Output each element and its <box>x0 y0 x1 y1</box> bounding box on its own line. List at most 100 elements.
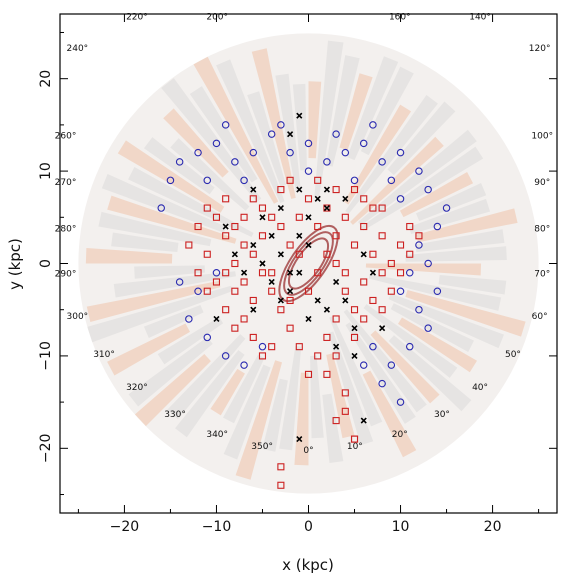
point-circle <box>221 121 230 129</box>
map-wedge <box>161 78 262 202</box>
map-wedge <box>128 167 254 237</box>
point-cross <box>379 325 386 332</box>
point-cross <box>296 232 303 239</box>
point-cross <box>287 131 294 138</box>
x-tick-label: −10 <box>202 519 232 535</box>
point-square <box>387 259 395 268</box>
point-circle <box>387 361 396 369</box>
data-points <box>157 112 451 489</box>
point-circle <box>194 287 202 295</box>
longitude-label: 240° <box>67 44 89 54</box>
point-square <box>341 389 349 397</box>
map-wedge <box>387 101 456 176</box>
map-wedge <box>86 280 221 322</box>
point-cross <box>314 297 321 304</box>
point-square <box>203 250 211 258</box>
map-wedge <box>415 229 505 253</box>
point-square <box>332 352 340 360</box>
point-cross <box>323 204 330 212</box>
point-cross <box>268 278 275 286</box>
map-wedge <box>87 285 233 343</box>
point-circle <box>194 148 202 157</box>
point-square <box>396 241 405 249</box>
y-tick-label: −10 <box>38 341 54 371</box>
point-square <box>277 306 285 314</box>
map-wedge <box>247 91 286 187</box>
map-wedge <box>292 83 307 171</box>
contour-ellipse <box>287 237 330 290</box>
point-square <box>249 333 257 341</box>
point-square <box>350 306 359 314</box>
map-wedge <box>262 378 288 452</box>
longitude-label: 50° <box>505 350 521 360</box>
point-circle <box>405 342 414 351</box>
point-circle <box>258 342 267 351</box>
point-square <box>369 204 377 212</box>
map-wedge <box>157 317 224 365</box>
map-wedge <box>325 55 360 167</box>
map-wedge <box>328 331 374 446</box>
point-circle <box>378 379 386 388</box>
background-map <box>78 33 539 494</box>
map-wedge <box>294 372 309 466</box>
point-circle <box>396 398 405 406</box>
y-tick-label: 20 <box>38 70 54 88</box>
point-cross <box>342 195 349 202</box>
point-square <box>277 481 285 489</box>
point-cross <box>342 297 349 304</box>
point-circle <box>249 148 258 157</box>
longitude-label: 80° <box>534 224 550 234</box>
point-cross <box>314 195 321 202</box>
point-square <box>222 195 230 203</box>
point-circle <box>359 361 368 369</box>
y-tick-label: 10 <box>38 162 54 180</box>
map-wedge <box>345 95 438 214</box>
map-wedge <box>438 274 507 295</box>
map-wedge <box>251 48 296 199</box>
point-square <box>249 195 257 203</box>
point-circle <box>240 361 248 369</box>
point-square <box>277 222 285 231</box>
point-square <box>332 232 340 240</box>
longitude-label: 270° <box>55 178 77 188</box>
point-square <box>323 333 331 341</box>
point-square <box>258 232 267 240</box>
axes: −20 −10 0 10 20 −20 −10 0 10 20 <box>38 14 557 535</box>
point-square <box>240 315 248 323</box>
point-cross <box>268 232 275 239</box>
map-wedge <box>223 354 265 424</box>
map-wedge <box>143 304 204 338</box>
map-wedge <box>314 40 344 197</box>
point-circle <box>166 176 175 185</box>
map-wedge <box>163 108 229 178</box>
map-wedge <box>235 360 283 480</box>
point-cross <box>323 306 330 313</box>
point-cross <box>305 315 312 323</box>
map-wedge <box>308 81 322 159</box>
map-wedge <box>134 265 205 279</box>
point-square <box>350 435 359 443</box>
point-circle <box>175 158 184 166</box>
point-circle <box>185 315 193 323</box>
map-wedge <box>128 336 213 407</box>
map-wedge <box>397 317 478 373</box>
point-square <box>249 296 257 305</box>
x-tick-label: 10 <box>392 519 410 535</box>
point-circle <box>424 259 432 268</box>
point-cross <box>222 223 229 230</box>
point-circle <box>433 222 442 231</box>
point-square <box>231 259 239 268</box>
point-square <box>222 269 230 277</box>
point-circle <box>221 352 230 360</box>
map-wedge <box>113 271 236 298</box>
map-wedge <box>117 140 225 213</box>
point-square <box>332 417 340 425</box>
point-circle <box>369 121 377 129</box>
point-cross <box>259 214 266 221</box>
point-cross <box>369 269 376 276</box>
x-axis-title: x (kpc) <box>282 556 334 574</box>
point-cross <box>333 343 340 350</box>
point-circle <box>267 130 276 138</box>
point-square <box>332 315 340 323</box>
